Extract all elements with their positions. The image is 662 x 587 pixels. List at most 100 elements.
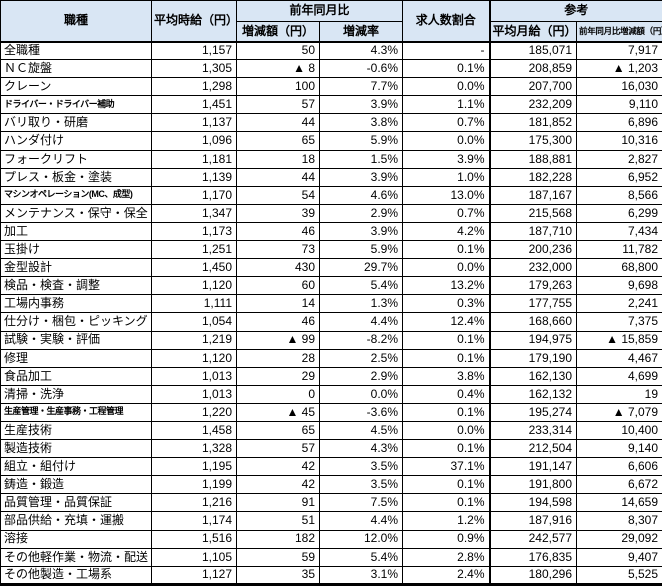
diff-rate-cell: -8.2% bbox=[318, 330, 404, 350]
monthly-wage-cell: 188,881 bbox=[488, 149, 578, 169]
col-group-reference: 参考 bbox=[488, 0, 662, 22]
diff-rate-cell: 4.5% bbox=[318, 420, 404, 441]
monthly-wage-cell: 232,209 bbox=[488, 95, 578, 115]
job-share-cell: 12.4% bbox=[402, 312, 491, 332]
diff-amount-cell: ▲ 99 bbox=[236, 330, 320, 350]
monthly-wage-cell: 233,314 bbox=[488, 420, 578, 441]
col-header-hourly-wage: 平均時給（円） bbox=[151, 0, 237, 43]
diff-rate-cell: 4.4% bbox=[318, 511, 404, 531]
hourly-wage-cell: 1,347 bbox=[151, 203, 237, 223]
diff-rate-cell: 2.9% bbox=[318, 203, 404, 223]
diff-rate-cell: 3.9% bbox=[318, 221, 404, 242]
job-name-cell: マシンオペレーション(MC、成型) bbox=[0, 185, 152, 205]
table-row: 工場内事務 1,111 14 1.3% 0.3% 177,755 2,241 bbox=[0, 294, 662, 314]
diff-rate-cell: 1.3% bbox=[318, 294, 404, 314]
hourly-wage-cell: 1,450 bbox=[151, 258, 237, 278]
monthly-diff-cell: 7,375 bbox=[576, 312, 662, 332]
diff-amount-cell: 65 bbox=[236, 420, 320, 441]
job-name-cell: 検品・検査・調整 bbox=[0, 276, 152, 296]
hourly-wage-cell: 1,305 bbox=[151, 59, 237, 79]
job-share-cell: 0.1% bbox=[402, 330, 491, 350]
job-name-cell: ＮＣ旋盤 bbox=[0, 59, 152, 79]
monthly-wage-cell: 215,568 bbox=[488, 203, 578, 223]
monthly-diff-cell: 29,092 bbox=[576, 529, 662, 549]
monthly-wage-cell: 162,130 bbox=[488, 366, 578, 386]
table-row: プレス・板金・塗装 1,139 44 3.9% 1.0% 182,228 6,9… bbox=[0, 167, 662, 187]
job-name-cell: その他軽作業・物流・配送 bbox=[0, 547, 152, 567]
diff-amount-cell: 42 bbox=[236, 457, 320, 477]
hourly-wage-cell: 1,451 bbox=[151, 95, 237, 115]
monthly-diff-cell: 6,952 bbox=[576, 167, 662, 187]
job-name-cell: 試験・実験・評価 bbox=[0, 330, 152, 350]
diff-rate-cell: 3.8% bbox=[318, 113, 404, 133]
job-share-cell: 0.1% bbox=[402, 493, 491, 513]
table-row: マシンオペレーション(MC、成型) 1,170 54 4.6% 13.0% 18… bbox=[0, 185, 662, 205]
monthly-wage-cell: 212,504 bbox=[488, 439, 578, 459]
hourly-wage-cell: 1,157 bbox=[151, 40, 237, 61]
job-share-cell: 0.1% bbox=[402, 475, 491, 495]
table-row: 検品・検査・調整 1,120 60 5.4% 13.2% 179,263 9,6… bbox=[0, 276, 662, 296]
diff-rate-cell: 5.4% bbox=[318, 547, 404, 567]
col-group-yoy: 前年同月比 bbox=[235, 0, 404, 22]
job-name-cell: 工場内事務 bbox=[0, 294, 152, 314]
monthly-wage-cell: 177,755 bbox=[488, 294, 578, 314]
diff-amount-cell: 18 bbox=[236, 149, 320, 169]
monthly-wage-cell: 175,300 bbox=[488, 131, 578, 151]
job-name-cell: バリ取り・研磨 bbox=[0, 113, 152, 133]
job-share-cell: 3.8% bbox=[402, 366, 491, 386]
job-share-cell: 13.0% bbox=[402, 185, 491, 205]
monthly-diff-cell: 8,566 bbox=[576, 185, 662, 205]
diff-rate-cell: 1.5% bbox=[318, 149, 404, 169]
diff-amount-cell: 51 bbox=[236, 511, 320, 531]
hourly-wage-cell: 1,251 bbox=[151, 240, 237, 260]
monthly-wage-cell: 179,190 bbox=[488, 348, 578, 368]
job-share-cell: 3.9% bbox=[402, 149, 491, 169]
diff-rate-cell: 7.7% bbox=[318, 77, 404, 97]
job-share-cell: 0.7% bbox=[402, 203, 491, 223]
col-header-monthly-wage: 平均月給（円） bbox=[488, 21, 578, 43]
monthly-diff-cell: 68,800 bbox=[576, 258, 662, 278]
job-name-cell: 全職種 bbox=[0, 40, 152, 61]
diff-amount-cell: 182 bbox=[236, 529, 320, 549]
job-share-cell: 13.2% bbox=[402, 276, 491, 296]
col-header-diff-amount: 増減額（円） bbox=[236, 21, 320, 43]
job-name-cell: 清掃・洗浄 bbox=[0, 384, 152, 404]
job-share-cell: 0.0% bbox=[402, 131, 491, 151]
monthly-diff-cell: 6,606 bbox=[576, 457, 662, 477]
job-share-cell: 1.1% bbox=[402, 95, 491, 115]
job-name-cell: 食品加工 bbox=[0, 366, 152, 386]
table-row: 全職種 1,157 50 4.3% - 185,071 7,917 bbox=[0, 40, 662, 61]
diff-amount-cell: 57 bbox=[236, 439, 320, 459]
hourly-wage-cell: 1,105 bbox=[151, 547, 237, 567]
job-share-cell: 0.1% bbox=[402, 59, 491, 79]
hourly-wage-cell: 1,173 bbox=[151, 221, 237, 242]
diff-amount-cell: 42 bbox=[236, 475, 320, 495]
table-row: 生産管理・生産事務・工程管理 1,220 ▲ 45 -3.6% 0.1% 195… bbox=[0, 402, 662, 422]
diff-rate-cell: 29.7% bbox=[318, 258, 404, 278]
table-row: 品質管理・品質保証 1,216 91 7.5% 0.1% 194,598 14,… bbox=[0, 493, 662, 513]
job-name-cell: ハンダ付け bbox=[0, 131, 152, 151]
job-name-cell: プレス・板金・塗装 bbox=[0, 167, 152, 187]
monthly-diff-cell: 9,407 bbox=[576, 547, 662, 567]
monthly-wage-cell: 187,167 bbox=[488, 185, 578, 205]
job-name-cell: 溶接 bbox=[0, 529, 152, 549]
diff-amount-cell: 44 bbox=[236, 167, 320, 187]
monthly-wage-cell: 162,132 bbox=[488, 384, 578, 404]
monthly-diff-cell: 5,525 bbox=[576, 565, 662, 585]
diff-amount-cell: 14 bbox=[236, 294, 320, 314]
table-row: ドライバー・ドライバー補助 1,451 57 3.9% 1.1% 232,209… bbox=[0, 95, 662, 115]
monthly-wage-cell: 194,975 bbox=[488, 330, 578, 350]
hourly-wage-cell: 1,328 bbox=[151, 439, 237, 459]
diff-amount-cell: 57 bbox=[236, 95, 320, 115]
diff-rate-cell: 3.9% bbox=[318, 167, 404, 187]
monthly-wage-cell: 180,296 bbox=[488, 565, 578, 585]
diff-amount-cell: 28 bbox=[236, 348, 320, 368]
table-row: 製造技術 1,328 57 4.3% 0.1% 212,504 9,140 bbox=[0, 439, 662, 459]
diff-amount-cell: 46 bbox=[236, 312, 320, 332]
diff-amount-cell: 50 bbox=[236, 40, 320, 61]
job-share-cell: 0.7% bbox=[402, 113, 491, 133]
monthly-wage-cell: 182,228 bbox=[488, 167, 578, 187]
monthly-diff-cell: ▲ 7,079 bbox=[576, 402, 662, 422]
monthly-wage-cell: 185,071 bbox=[488, 40, 578, 61]
monthly-wage-cell: 179,263 bbox=[488, 276, 578, 296]
